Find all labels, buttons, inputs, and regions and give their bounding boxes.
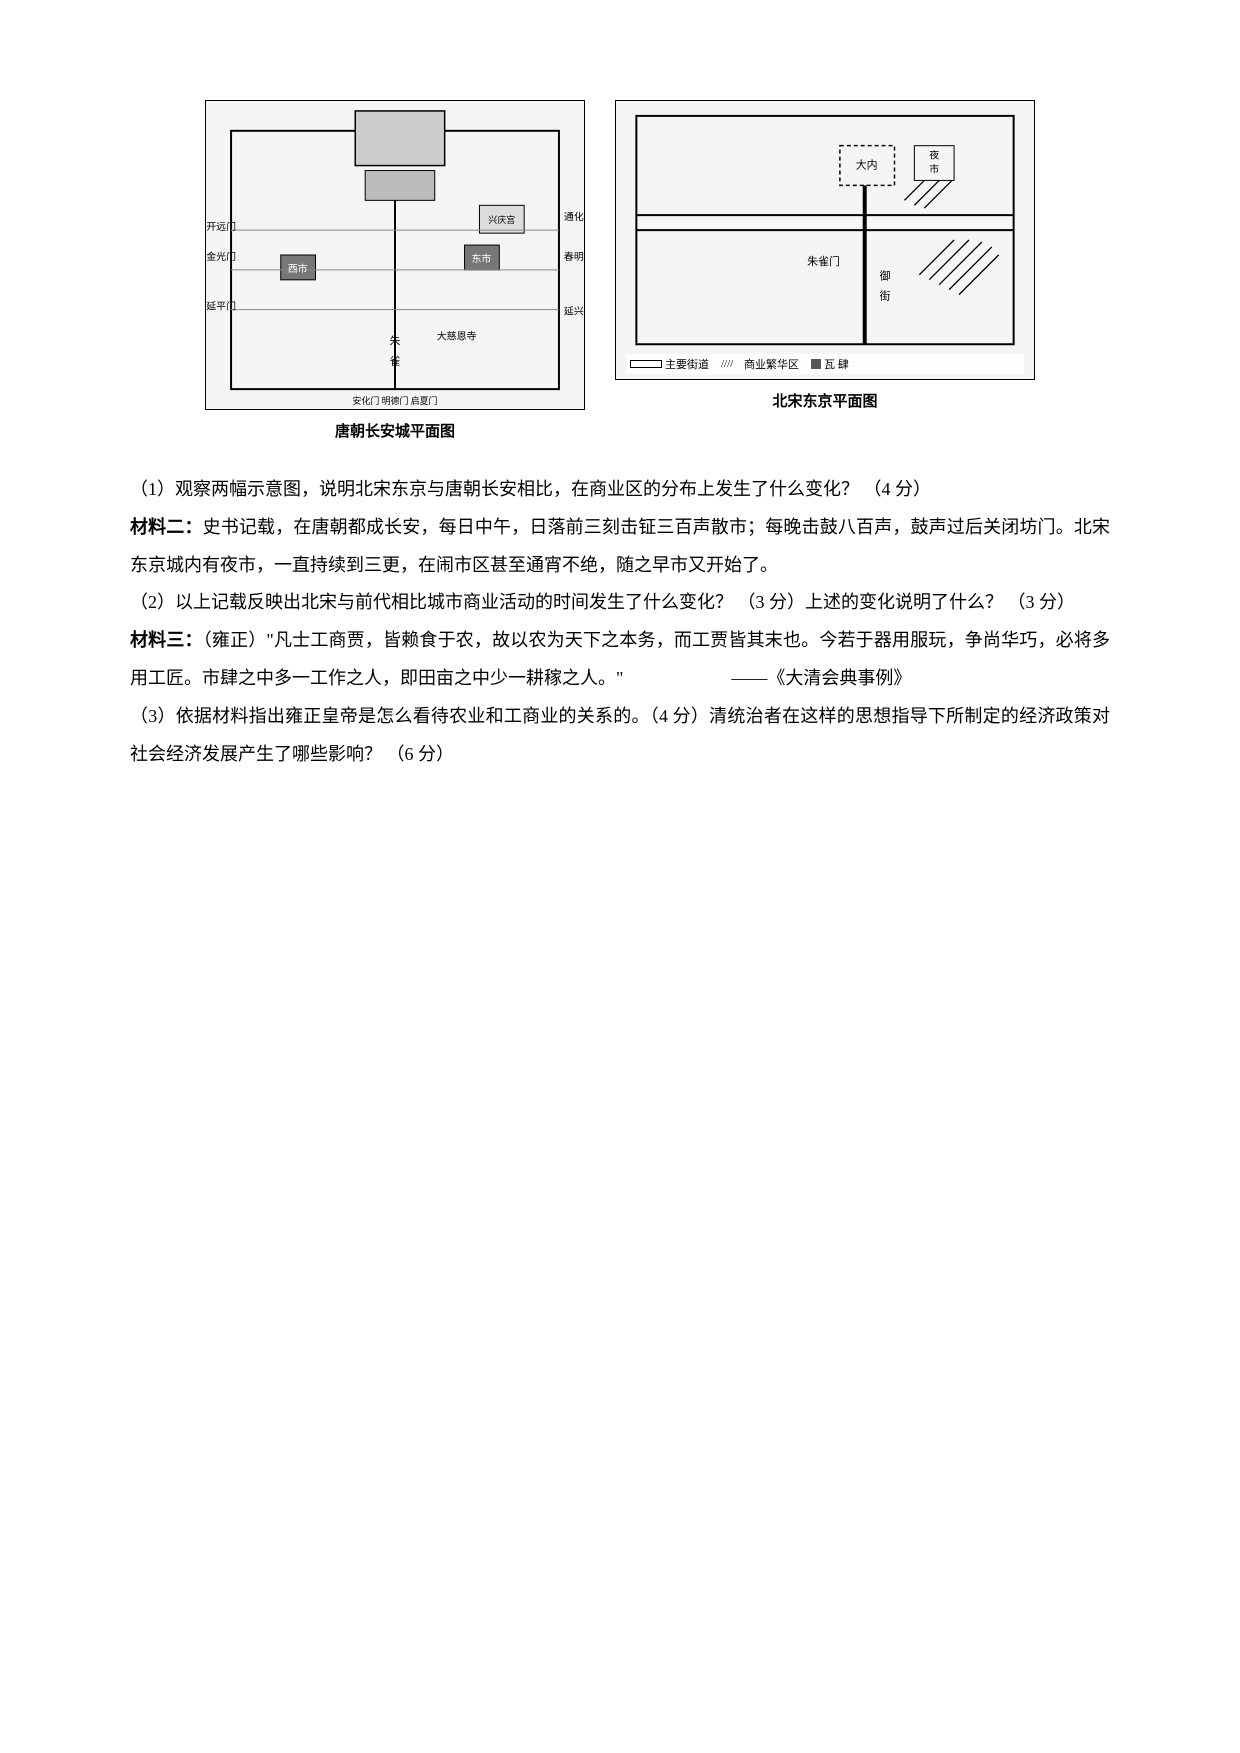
maps-container: 朱 雀 大慈恩寺 西市 东市 兴庆宫 开远门 金光门 延平门 通化门 春明门 延… [130, 100, 1110, 441]
map-left-wrapper: 朱 雀 大慈恩寺 西市 东市 兴庆宫 开远门 金光门 延平门 通化门 春明门 延… [205, 100, 585, 441]
dongjing-legend: 主要街道 //// 商业繁华区 瓦 肆 [626, 354, 1024, 374]
yujie-label-2: 街 [880, 289, 891, 303]
material-2-label: 材料二： [130, 517, 203, 537]
legend-commerce: //// 商业繁华区 [721, 356, 799, 372]
danei-label: 大内 [856, 158, 878, 172]
hatching-area-2 [919, 240, 998, 295]
material-3-text: （雍正）"凡士工商贾，皆赖食于农，故以农为天下之本务，而工贾皆其末也。今若于器用… [130, 630, 1110, 688]
zhuque-gate-label: 朱雀门 [807, 254, 840, 268]
question-1: （1）观察两幅示意图，说明北宋东京与唐朝长安相比，在商业区的分布上发生了什么变化… [130, 471, 1110, 509]
q1-score: （4 分） [864, 479, 932, 499]
jinguang-gate: 金光门 [206, 250, 236, 263]
chunming-gate: 春明门 [564, 250, 584, 263]
question-3: （3）依据材料指出雍正皇帝是怎么看待农业和工商业的关系的。（4 分）清统治者在这… [130, 698, 1110, 774]
svg-text:市: 市 [929, 162, 939, 175]
q2-score-a: （3 分） [738, 592, 806, 612]
material-3-label: 材料三： [130, 630, 203, 650]
q2-text-b: 上述的变化说明了什么？ [805, 592, 1003, 612]
west-market-label: 西市 [288, 262, 308, 275]
map-dongjing-image: 大内 夜 市 朱雀门 御 街 [615, 100, 1035, 380]
yujie-label-1: 御 [880, 269, 891, 283]
material-2-text: 史书记载，在唐朝都成长安，每日中午，日落前三刻击钲三百声散市；每晚击鼓八百声，鼓… [130, 517, 1110, 575]
legend-main-street-label: 主要街道 [665, 356, 709, 372]
east-market-label: 东市 [472, 252, 492, 265]
changan-map-svg: 朱 雀 大慈恩寺 西市 东市 兴庆宫 开远门 金光门 延平门 通化门 春明门 延… [206, 101, 584, 409]
zhuque-street-label: 朱 [390, 334, 401, 347]
map-changan-image: 朱 雀 大慈恩寺 西市 东市 兴庆宫 开远门 金光门 延平门 通化门 春明门 延… [205, 100, 585, 410]
map-right-wrapper: 大内 夜 市 朱雀门 御 街 [615, 100, 1035, 411]
material-3-source: ——《大清会典事例》 [731, 660, 911, 698]
map-right-caption: 北宋东京平面图 [772, 390, 877, 411]
legend-main-street: 主要街道 [630, 356, 709, 372]
tonghua-gate: 通化门 [564, 210, 584, 223]
content-section: （1）观察两幅示意图，说明北宋东京与唐朝长安相比，在商业区的分布上发生了什么变化… [130, 471, 1110, 773]
dongjing-map-svg: 大内 夜 市 朱雀门 御 街 [616, 101, 1034, 379]
legend-commerce-label: 商业繁华区 [744, 356, 799, 372]
legend-wasi: 瓦 肆 [811, 356, 849, 372]
legend-square-icon [811, 359, 821, 369]
question-2: （2）以上记载反映出北宋与前代相比城市商业活动的时间发生了什么变化？ （3 分）… [130, 584, 1110, 622]
material-3: 材料三：（雍正）"凡士工商贾，皆赖食于农，故以农为天下之本务，而工贾皆其末也。今… [130, 622, 1110, 698]
material-2: 材料二：史书记载，在唐朝都成长安，每日中午，日落前三刻击钲三百声散市；每晚击鼓八… [130, 509, 1110, 585]
south-gates: 安化门 明德门 启夏门 [353, 395, 438, 406]
q3-score-a: （4 分） [650, 706, 709, 726]
dacien-label: 大慈恩寺 [437, 329, 477, 342]
kaiyuan-gate: 开远门 [206, 220, 236, 233]
legend-hatch-icon: //// [721, 359, 741, 370]
xingqing-label: 兴庆宫 [488, 214, 515, 225]
q2-text-a: （2）以上记载反映出北宋与前代相比城市商业活动的时间发生了什么变化？ [130, 592, 733, 612]
yanping-gate: 延平门 [206, 300, 236, 313]
svg-text:雀: 雀 [390, 354, 401, 367]
map-left-caption: 唐朝长安城平面图 [335, 420, 455, 441]
q3-text-a: （3）依据材料指出雍正皇帝是怎么看待农业和工商业的关系的。 [130, 706, 650, 726]
q3-score-b: （6 分） [387, 744, 455, 764]
q2-score-b: （3 分） [1008, 592, 1076, 612]
yanxing-gate: 延兴门 [564, 305, 584, 318]
legend-line-icon [630, 360, 662, 368]
q1-text: （1）观察两幅示意图，说明北宋东京与唐朝长安相比，在商业区的分布上发生了什么变化… [130, 479, 859, 499]
hatching-area-1 [904, 180, 952, 208]
legend-wasi-label: 瓦 肆 [824, 356, 849, 372]
night-market-label: 夜 [929, 149, 939, 162]
